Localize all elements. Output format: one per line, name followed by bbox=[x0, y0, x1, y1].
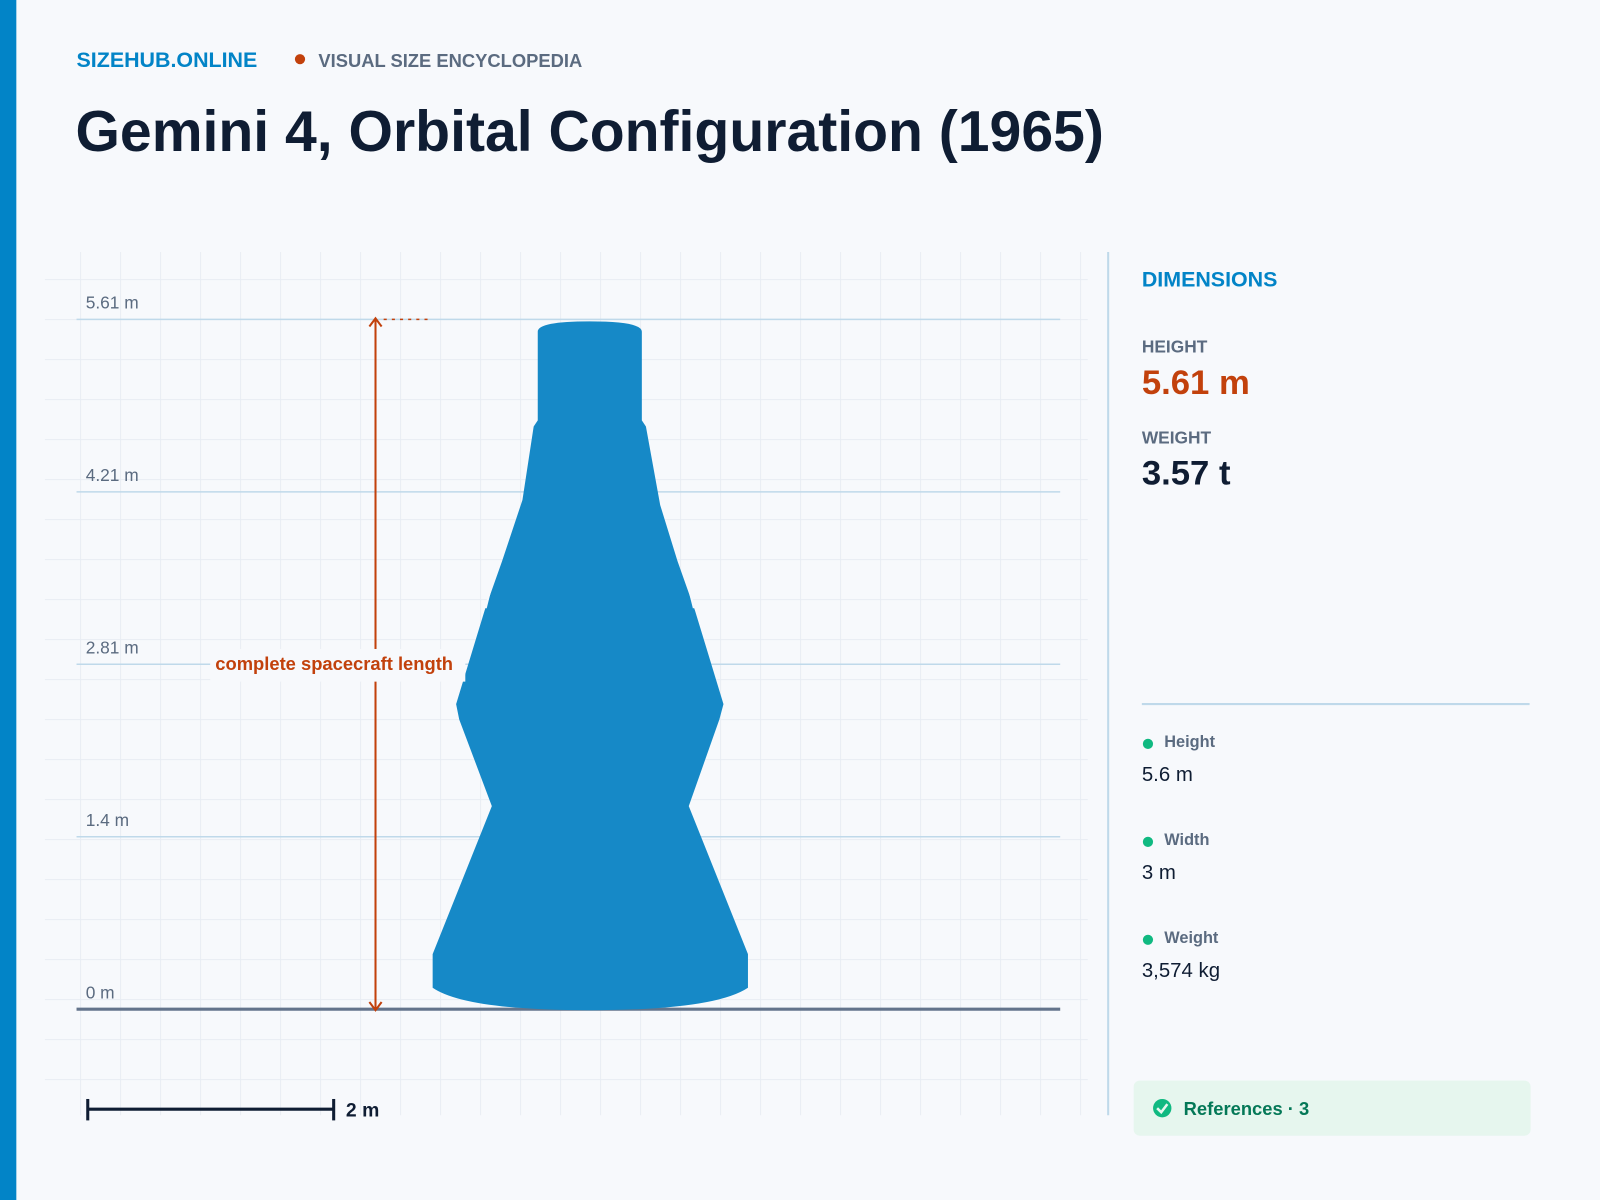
sidebar-heading: DIMENSIONS bbox=[1142, 267, 1278, 291]
height-label: 2.81 m bbox=[86, 638, 139, 658]
scale-bar bbox=[86, 1098, 336, 1121]
site-name: SIZEHUB.ONLINE bbox=[77, 48, 258, 72]
height-label: 1.4 m bbox=[86, 810, 129, 830]
stat-label: HEIGHT bbox=[1142, 337, 1208, 357]
arrow-heads bbox=[368, 316, 383, 1012]
tagline: VISUAL SIZE ENCYCLOPEDIA bbox=[318, 50, 582, 71]
page-title: Gemini 4, Orbital Configuration (1965) bbox=[76, 100, 1104, 164]
stat-label: WEIGHT bbox=[1142, 427, 1212, 447]
fact-label: Weight bbox=[1164, 929, 1219, 947]
fact-label: Width bbox=[1164, 831, 1209, 849]
fact-value: 5.6 m bbox=[1142, 764, 1193, 786]
stat-value: 3.57 t bbox=[1142, 455, 1231, 493]
fact-label: Height bbox=[1164, 733, 1215, 751]
references-button[interactable]: References · 3 bbox=[1133, 1080, 1531, 1136]
height-label: 4.21 m bbox=[86, 465, 139, 485]
height-label: 0 m bbox=[86, 982, 115, 1002]
separator-dot bbox=[294, 54, 306, 65]
fact-dot bbox=[1142, 738, 1154, 749]
check-icon bbox=[1153, 1098, 1172, 1118]
fact-value: 3 m bbox=[1142, 862, 1176, 884]
length-annotation: complete spacecraft length bbox=[215, 653, 453, 674]
annotation-bg bbox=[210, 648, 466, 682]
fact-dot bbox=[1142, 934, 1154, 945]
references-link[interactable]: References · 3 bbox=[1184, 1098, 1310, 1119]
accent-strip bbox=[0, 0, 17, 1200]
height-label: 5.61 m bbox=[86, 293, 139, 313]
stat-value: 5.61 m bbox=[1142, 364, 1250, 402]
references-bg[interactable] bbox=[1133, 1080, 1531, 1136]
spacecraft-silhouette bbox=[432, 321, 748, 1011]
fact-dot bbox=[1142, 836, 1154, 847]
check-mark bbox=[1156, 1103, 1169, 1115]
scale-bar-label: 2 m bbox=[346, 1099, 379, 1121]
fact-list: Height 5.6 m Width 3 m Weight 3,574 kg bbox=[1142, 733, 1220, 982]
silhouette-detail bbox=[484, 563, 695, 609]
fact-value: 3,574 kg bbox=[1142, 960, 1220, 982]
